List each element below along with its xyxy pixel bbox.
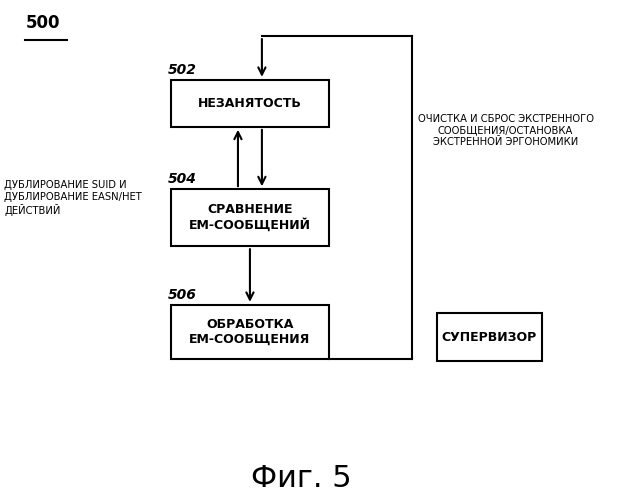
Text: ДУБЛИРОВАНИЕ SUID И
ДУБЛИРОВАНИЕ EASN/НЕТ
ДЕЙСТВИЙ: ДУБЛИРОВАНИЕ SUID И ДУБЛИРОВАНИЕ EASN/НЕ… bbox=[4, 180, 142, 216]
Text: ОЧИСТКА И СБРОС ЭКСТРЕННОГО
СООБЩЕНИЯ/ОСТАНОВКА
ЭКСТРЕННОЙ ЭРГОНОМИКИ: ОЧИСТКА И СБРОС ЭКСТРЕННОГО СООБЩЕНИЯ/ОС… bbox=[418, 114, 594, 148]
Bar bbox=[170, 304, 330, 360]
Bar bbox=[170, 80, 330, 127]
Text: Фиг. 5: Фиг. 5 bbox=[250, 464, 351, 493]
Text: СУПЕРВИЗОР: СУПЕРВИЗОР bbox=[442, 330, 537, 344]
Text: СРАВНЕНИЕ
ЕМ-СООБЩЕНИЙ: СРАВНЕНИЕ ЕМ-СООБЩЕНИЙ bbox=[189, 203, 311, 232]
Text: 500: 500 bbox=[25, 14, 60, 32]
Bar bbox=[437, 314, 542, 360]
Text: НЕЗАНЯТОСТЬ: НЕЗАНЯТОСТЬ bbox=[198, 97, 302, 110]
Bar bbox=[170, 189, 330, 246]
Text: 502: 502 bbox=[167, 62, 196, 76]
Text: ОБРАБОТКА
ЕМ-СООБЩЕНИЯ: ОБРАБОТКА ЕМ-СООБЩЕНИЯ bbox=[189, 318, 311, 346]
Text: 506: 506 bbox=[167, 288, 196, 302]
Text: 504: 504 bbox=[167, 172, 196, 186]
